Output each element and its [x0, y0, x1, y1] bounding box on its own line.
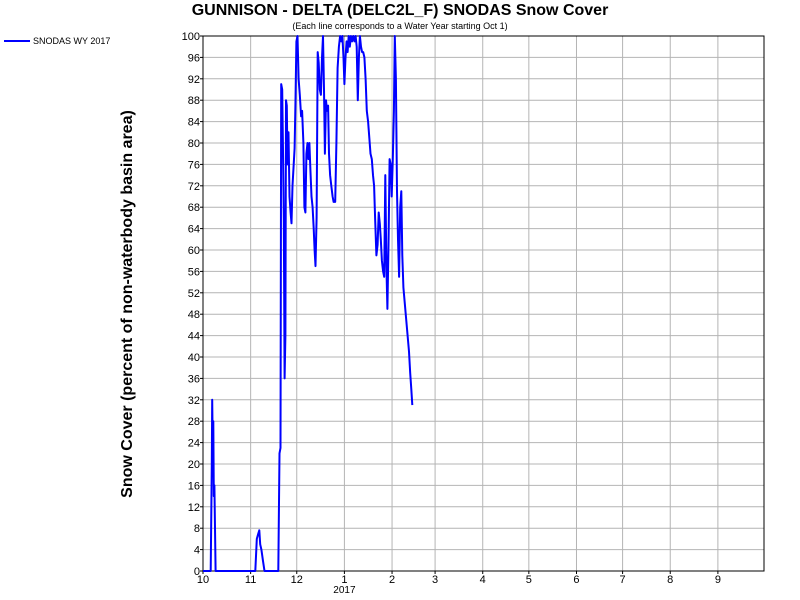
chart-subtitle: (Each line corresponds to a Water Year s… — [292, 21, 508, 31]
y-tick-label: 12 — [188, 502, 200, 514]
y-tick-label: 76 — [188, 159, 200, 171]
y-tick-label: 80 — [188, 138, 200, 150]
y-tick-label: 40 — [188, 352, 200, 364]
x-tick-label: 3 — [432, 574, 438, 586]
legend: SNODAS WY 2017 — [4, 36, 110, 46]
y-tick-label: 88 — [188, 95, 200, 107]
y-tick-label: 68 — [188, 202, 200, 214]
chart-title: GUNNISON - DELTA (DELC2L_F) SNODAS Snow … — [191, 2, 609, 19]
x-tick-label: 8 — [667, 574, 673, 586]
y-tick-label: 52 — [188, 288, 200, 300]
y-tick-label: 28 — [188, 416, 200, 428]
y-tick-label: 8 — [194, 523, 200, 535]
y-tick-label: 72 — [188, 181, 200, 193]
y-tick-label: 84 — [188, 117, 200, 129]
x-tick-label: 9 — [715, 574, 721, 586]
y-tick-label: 48 — [188, 309, 200, 321]
x-tick-label: 2 — [389, 574, 395, 586]
y-tick-label: 0 — [194, 566, 200, 578]
x-tick-label: 6 — [573, 574, 579, 586]
y-tick-label: 96 — [188, 52, 200, 64]
legend-label: SNODAS WY 2017 — [33, 36, 111, 46]
y-tick-label: 24 — [188, 438, 200, 450]
y-tick-label: 100 — [182, 31, 200, 43]
x-year-label: 2017 — [333, 585, 356, 596]
y-tick-label: 4 — [194, 545, 200, 557]
y-tick-label: 36 — [188, 373, 200, 385]
x-tick-label: 11 — [245, 574, 256, 586]
y-tick-label: 56 — [188, 266, 200, 278]
x-tick-label: 4 — [480, 574, 486, 586]
y-tick-label: 92 — [188, 74, 200, 86]
x-tick-label: 7 — [620, 574, 626, 586]
y-tick-label: 16 — [188, 480, 200, 492]
legend-swatch — [4, 40, 30, 42]
x-tick-label: 12 — [291, 574, 303, 586]
y-tick-label: 20 — [188, 459, 200, 471]
y-tick-label: 32 — [188, 395, 200, 407]
x-tick-label: 5 — [526, 574, 532, 586]
y-tick-label: 44 — [188, 331, 200, 343]
y-tick-label: 64 — [188, 224, 200, 236]
y-tick-label: 60 — [188, 245, 200, 257]
plot-frame — [202, 35, 765, 572]
x-tick-label: 10 — [197, 574, 209, 586]
series-line — [203, 35, 414, 572]
x-tick-label: 1 — [341, 574, 347, 586]
